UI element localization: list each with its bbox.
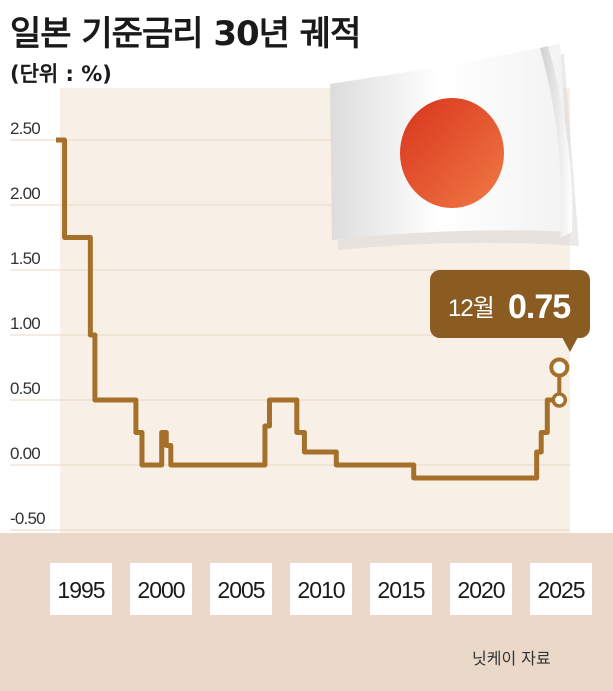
- x-tick-label: 2015: [377, 577, 424, 603]
- x-tick: 2025: [530, 563, 592, 615]
- y-tick-label: 2.50: [10, 119, 40, 138]
- x-tick-box: [130, 563, 192, 615]
- x-tick-label: 2020: [457, 577, 504, 603]
- x-tick-label: 2005: [217, 577, 264, 603]
- y-axis: -0.50 0.00 0.50 1.00 1.50 2.00 2.50: [10, 119, 46, 528]
- x-tick-box: [370, 563, 432, 615]
- y-tick-label: 1.50: [10, 249, 40, 268]
- chart-title: 일본 기준금리 30년 궤적: [10, 14, 361, 54]
- x-tick: 1995: [50, 563, 112, 615]
- source-note: 닛케이 자료: [472, 649, 551, 668]
- x-tick-label: 1995: [57, 577, 104, 603]
- x-tick-box: [290, 563, 352, 615]
- unit-label: (단위 : %): [10, 62, 112, 86]
- x-tick-box: [50, 563, 112, 615]
- x-tick: 2000: [130, 563, 192, 615]
- callout-label: 12월: [448, 295, 494, 322]
- y-tick-label: 0.00: [10, 444, 40, 463]
- x-tick-box: [530, 563, 592, 615]
- x-tick-box: [450, 563, 512, 615]
- x-tick-box: [210, 563, 272, 615]
- grid: [10, 139, 570, 531]
- x-tick: 2010: [290, 563, 352, 615]
- previous-rate-marker: [551, 392, 568, 408]
- x-tick-label: 2025: [537, 577, 584, 603]
- callout-value: 0.75: [508, 288, 570, 326]
- japan-flag-icon: [330, 44, 579, 250]
- x-tick-label: 2000: [137, 577, 184, 603]
- x-axis: 1995 2000 2005 2010 2015 2020 2025: [50, 563, 592, 615]
- rate-line: [56, 137, 560, 481]
- y-tick-label: 0.50: [10, 379, 40, 398]
- x-tick: 2015: [370, 563, 432, 615]
- x-tick: 2020: [450, 563, 512, 615]
- x-tick: 2005: [210, 563, 272, 615]
- callout: 12월 0.75: [430, 270, 590, 352]
- x-tick-label: 2010: [297, 577, 344, 603]
- latest-rate-marker: [549, 357, 570, 378]
- y-tick-label: 2.00: [10, 184, 40, 203]
- y-tick-label: 1.00: [10, 314, 40, 333]
- y-tick-label: -0.50: [10, 509, 45, 528]
